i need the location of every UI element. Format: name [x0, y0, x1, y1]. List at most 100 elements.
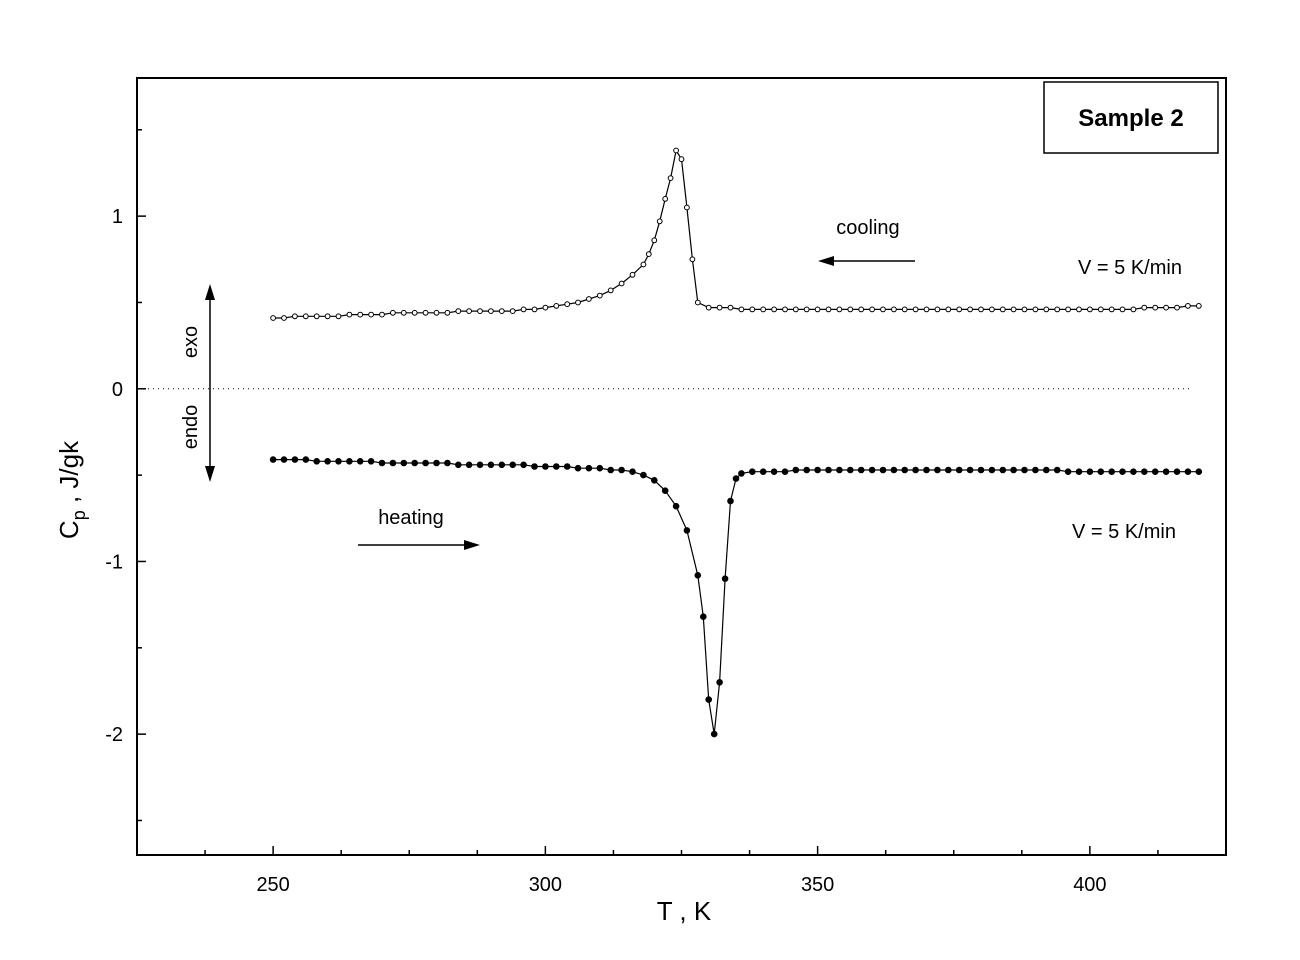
heating-point [651, 477, 658, 484]
cooling-point [945, 306, 952, 313]
heating-point [727, 497, 734, 505]
heating-point [1195, 468, 1203, 476]
cooling-point [357, 311, 364, 318]
cooling-point [302, 313, 309, 320]
heating-point [324, 458, 331, 465]
heating-point [716, 679, 723, 686]
cooling-point [1097, 306, 1104, 313]
cooling-point [270, 315, 277, 321]
cooling-point [684, 204, 690, 211]
heating-point [1151, 468, 1159, 476]
cooling-point [324, 313, 331, 320]
heating-point [792, 466, 800, 474]
heating-point [629, 468, 636, 476]
fit-curves [273, 149, 1199, 735]
heating-point [607, 466, 615, 474]
cooling-point [1087, 306, 1093, 313]
cooling-point [792, 306, 799, 313]
cooling-point [645, 251, 652, 258]
heating-point [476, 461, 484, 469]
heating-point [531, 463, 538, 470]
cooling-point [477, 308, 483, 315]
plot-frame [136, 77, 1227, 856]
heating-point [836, 466, 843, 474]
cooling-point [596, 292, 603, 299]
heating-point [640, 471, 647, 479]
cooling-point [705, 304, 712, 311]
cooling-point [313, 313, 320, 320]
heating-point [465, 461, 473, 469]
heating-point [400, 459, 408, 467]
cooling-point [923, 306, 930, 313]
cooling-point [978, 306, 984, 313]
x-tick-label: 400 [1073, 874, 1106, 896]
heating-point [1141, 468, 1148, 476]
heating-point [901, 466, 909, 474]
heating-point [694, 572, 702, 579]
heating-point [509, 461, 517, 469]
heating-point [890, 466, 898, 474]
cooling-point [727, 304, 734, 311]
y-tick-label: -2 [105, 724, 123, 746]
cooling-point [1010, 306, 1017, 313]
endo-label: endo [180, 405, 202, 450]
heating-point [487, 461, 495, 469]
svg-text:Cp , J/gk: Cp , J/gk [54, 440, 89, 539]
cooling-point [498, 308, 505, 315]
data-markers [269, 147, 1203, 738]
cooling-point [531, 306, 538, 313]
heating-point [781, 468, 789, 476]
cooling-point [346, 311, 353, 318]
cooling-point [738, 306, 745, 313]
heating-point [732, 475, 740, 482]
heating-point [700, 613, 707, 621]
heating-point [356, 458, 364, 465]
cooling-point [292, 313, 298, 320]
heating-point [335, 458, 342, 465]
cooling-point [1032, 306, 1039, 313]
cooling-point [1119, 306, 1126, 313]
heating-point [738, 470, 745, 477]
cooling-point [618, 280, 625, 287]
cooling-point [1065, 306, 1071, 313]
x-tick-label: 300 [529, 874, 562, 896]
cooling-point [629, 271, 636, 278]
heating-point [1053, 466, 1061, 474]
heating-point [1032, 466, 1039, 474]
y-axis-title-main: C [54, 520, 84, 539]
heating-point [313, 458, 321, 465]
heating-point [945, 466, 952, 474]
heating-point [879, 466, 887, 474]
cooling-point [847, 306, 854, 313]
cooling-point [1174, 304, 1180, 311]
cooling-point [1163, 304, 1169, 311]
cooling-point [1195, 303, 1202, 309]
y-axis-title: Cp , J/gk [54, 440, 89, 539]
heating-point [574, 464, 582, 472]
cooling-point [335, 313, 342, 320]
heating-point [770, 468, 778, 476]
cooling-point [466, 308, 473, 315]
heating-point [857, 466, 865, 474]
heating-point [803, 466, 811, 474]
cooling-point [379, 311, 385, 318]
y-axis-title-subscript: p [69, 510, 89, 520]
y-tick-label: 0 [112, 379, 123, 401]
heating-point [553, 463, 560, 470]
heating-point [721, 575, 729, 583]
heating-point [302, 456, 310, 463]
cooling-point [651, 237, 658, 244]
heating-point [1043, 466, 1050, 474]
heating-point [444, 459, 451, 467]
rate-label-cooling: V = 5 K/min [1078, 257, 1182, 279]
cooling-point [509, 308, 516, 315]
y-tick-label: 1 [112, 206, 123, 228]
cooling-point [1141, 304, 1148, 311]
heating-curve [273, 459, 1199, 735]
heating-point [378, 459, 386, 467]
cooling-point [667, 175, 674, 182]
sample-box [1043, 81, 1219, 154]
heating-point [618, 466, 625, 474]
exo-endo-arrow [205, 284, 215, 482]
